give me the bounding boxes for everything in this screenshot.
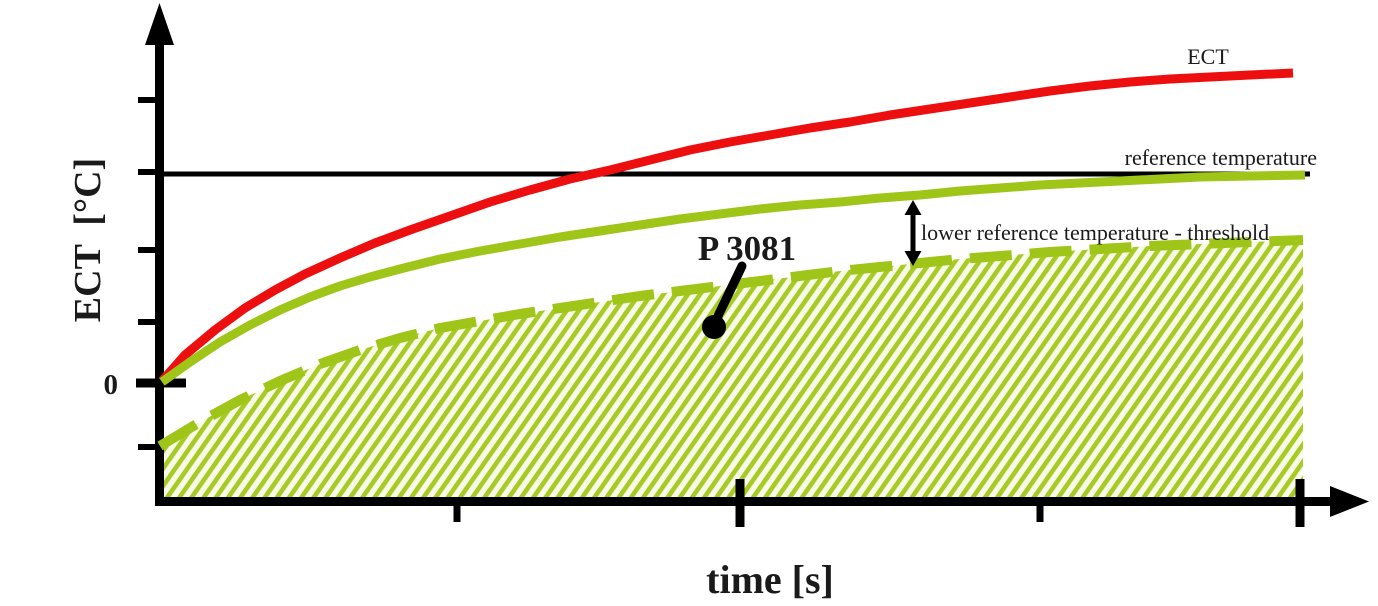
curve-ect — [158, 68, 1294, 384]
y-axis-arrowhead-icon — [145, 3, 174, 45]
fault-pointer-line — [713, 261, 747, 321]
annotations — [702, 200, 922, 339]
threshold-hatched-area — [160, 240, 1303, 497]
curve-lower-reference-temperature-threshold — [157, 235, 1304, 451]
x-axis-arrowhead-icon — [1330, 486, 1369, 517]
origin-tick-label: 0 — [104, 369, 119, 401]
threshold-gap-arrow-down-icon — [904, 251, 922, 266]
x-axis-label: time [s] — [706, 557, 834, 602]
fault-pointer-dot-icon — [702, 315, 726, 339]
axes — [136, 3, 1369, 527]
curve-lower-reference-temperature — [159, 170, 1306, 386]
fault-code-label: P 3081 — [698, 229, 796, 268]
ect-curve-label: ECT — [1187, 44, 1229, 69]
threshold-label: lower reference temperature - threshold — [921, 220, 1269, 245]
labels: ECT reference temperature lower referenc… — [67, 44, 1317, 602]
y-axis-label: ECT [°C] — [67, 158, 109, 322]
threshold-gap-arrow-up-icon — [904, 200, 922, 215]
curves — [157, 68, 1310, 451]
reference-line-label: reference temperature — [1125, 145, 1317, 170]
